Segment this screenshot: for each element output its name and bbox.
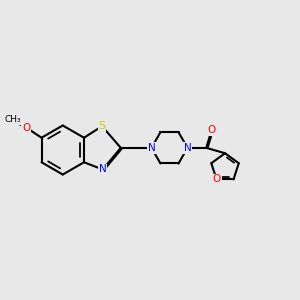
Text: O: O <box>212 174 221 184</box>
Text: O: O <box>22 123 31 133</box>
Text: O: O <box>208 125 216 135</box>
Text: N: N <box>184 143 191 153</box>
Text: S: S <box>98 121 106 131</box>
Text: N: N <box>148 143 155 153</box>
Text: CH₃: CH₃ <box>4 115 21 124</box>
Text: N: N <box>99 164 106 175</box>
